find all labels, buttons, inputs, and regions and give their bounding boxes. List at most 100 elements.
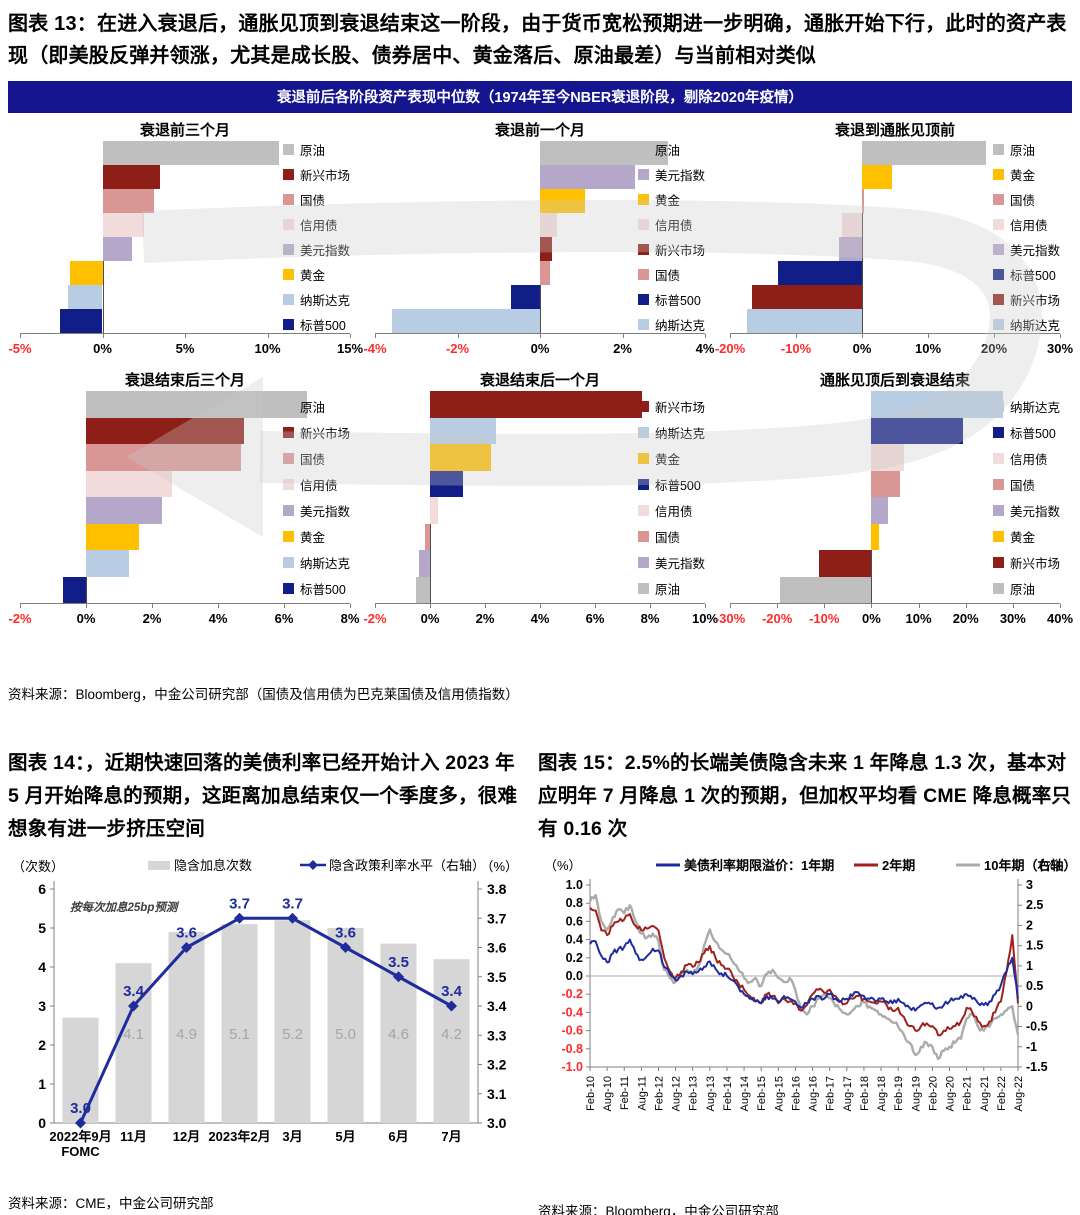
bar-data-label: 4.9	[176, 1026, 197, 1043]
plot-area: 原油 美元指数 黄金 信用债 新兴市场 国债 标普500 纳斯达克	[375, 141, 705, 334]
x-date-label: Feb-16	[790, 1076, 802, 1111]
legend-swatch	[282, 556, 294, 568]
fig13-banner: 衰退前后各阶段资产表现中位数（1974年至今NBER衰退阶段，剔除2020年疫情…	[8, 81, 1072, 113]
tick-label: 3.0	[487, 1115, 507, 1131]
tick-label: 1.0	[566, 878, 583, 892]
line-marker	[234, 913, 245, 924]
bar	[221, 924, 258, 1124]
axis-tick-label: 30%	[999, 611, 1026, 626]
chart-pre3m: 衰退前三个月 原油 新兴市场 国债 信用债 美元指数 黄金 纳斯达克 标普500 -5% 0% 5% 1…	[8, 115, 364, 365]
legend-swatch	[992, 556, 1004, 568]
line-data-label: 3.5	[388, 954, 409, 971]
axis-tick-label: 6%	[274, 611, 294, 626]
legend-label: 信用债	[299, 219, 338, 233]
bar	[102, 141, 280, 165]
legend-swatch	[637, 294, 649, 305]
axis-tick	[918, 604, 920, 608]
axis-tick-label: 40%	[1046, 611, 1074, 626]
legend-swatch	[282, 319, 294, 330]
line-marker	[181, 942, 192, 954]
legend-label: 新兴市场	[299, 169, 350, 183]
axis-tick-label: 30%	[1046, 341, 1074, 356]
line-data-label: 3.7	[229, 896, 250, 913]
legend-swatch	[992, 530, 1004, 542]
axis-tick-label: 0%	[420, 611, 440, 626]
legend-item: 纳斯达克	[637, 419, 705, 445]
bar	[86, 417, 245, 444]
legend-label: 美元指数	[654, 556, 705, 571]
legend-label: 国债	[1009, 194, 1035, 208]
legend-item: 国债	[282, 187, 350, 212]
tick-label: -1.5	[1026, 1060, 1048, 1074]
legend-item: 原油	[637, 137, 705, 162]
legend-label: 原油	[654, 144, 680, 158]
legend-item: 信用债	[992, 212, 1060, 237]
legend-label: 新兴市场	[654, 400, 705, 415]
tick-label: 3.6	[487, 940, 507, 956]
legend-label: 纳斯达克	[1009, 400, 1060, 415]
axis-tick-label: 0%	[76, 611, 96, 626]
legend-item: 原油	[637, 575, 705, 601]
bar	[871, 470, 901, 497]
bar	[86, 550, 129, 577]
axis-tick	[928, 334, 929, 338]
x-date-label: Aug-15	[773, 1076, 785, 1111]
plot-area: 原油 黄金 国债 信用债 美元指数 标普500 新兴市场 纳斯达克	[730, 141, 1060, 334]
legend-item: 标普500	[637, 471, 705, 497]
bar	[419, 550, 430, 577]
bar	[430, 417, 496, 444]
legend-item: 原油	[282, 393, 350, 419]
axis-tick	[430, 604, 431, 608]
axis-tick	[457, 334, 459, 338]
bar	[777, 261, 862, 285]
legend-label: 国债	[1009, 478, 1035, 493]
legend-item: 新兴市场	[992, 287, 1060, 312]
tick-label: 2	[38, 1037, 46, 1053]
x-date-label: Feb-12	[653, 1076, 665, 1111]
fig14-chart: 隐含加息次数 隐含政策利率水平（右轴） （次数） （%） 0 1 2 3 4 5 6 3.0 3.1 3.…	[8, 853, 522, 1190]
chart-post3m: 衰退结束后三个月 原油 新兴市场 国债 信用债 美元指数 黄金 纳斯达克 标普500 -2% 0% 2…	[8, 365, 362, 657]
tick-label: 1	[38, 1076, 46, 1092]
tick-label: 2	[1026, 919, 1033, 933]
chart-title: 衰退结束后三个月	[124, 372, 245, 389]
bar	[540, 213, 557, 237]
bar	[102, 189, 154, 213]
legend-swatch	[637, 244, 649, 255]
axis-tick-label: 10%	[691, 611, 719, 626]
axis-tick	[152, 604, 153, 608]
bar	[67, 285, 103, 309]
legend-item: 美元指数	[282, 497, 350, 523]
axis-tick-label: 15%	[336, 341, 364, 356]
bar	[540, 261, 551, 285]
x-axis: -20% -10% 0% 10% 20% 30%	[715, 334, 1073, 360]
bar	[327, 928, 364, 1124]
legend-swatch	[637, 169, 649, 180]
line-data-label: 3.4	[123, 983, 145, 1000]
legend-item: 国债	[992, 187, 1060, 212]
axis-tick-label: -20%	[714, 341, 746, 356]
tick-label: 6	[38, 881, 46, 897]
legend-marker	[308, 860, 318, 871]
x-date-label: Aug-17	[842, 1076, 854, 1111]
legend-item: 标普500	[992, 262, 1060, 287]
axis-tick	[540, 604, 541, 608]
fig15-column: 图表 15：2.5%的长端美债隐含未来 1 年降息 1.3 次，基本对应明年 7…	[538, 747, 1076, 1215]
bar-data-label: 5.0	[335, 1026, 356, 1043]
legend-swatch	[992, 452, 1004, 464]
legend-label: 国债	[299, 194, 325, 208]
x-axis: -30% -20% -10% 0% 10% 20% 30% 40%	[715, 604, 1073, 630]
legend-label: 黄金	[654, 194, 680, 208]
legend-swatch	[992, 269, 1004, 280]
tick-label: 1	[1026, 959, 1033, 973]
legend-swatch	[282, 504, 294, 516]
legend-item: 黄金	[637, 445, 705, 471]
legend-swatch	[637, 319, 649, 330]
x-date-label: Feb-14	[722, 1076, 734, 1111]
legend-item: 新兴市场	[282, 162, 350, 187]
legend-label: 信用债	[654, 219, 693, 233]
chart-pre1m: 衰退前一个月 原油 美元指数 黄金 信用债 新兴市场 国债 标普500 纳斯达克 -4% -2% 0%…	[363, 115, 717, 365]
legend-label: 新兴市场	[1009, 556, 1060, 571]
legend-label: 新兴市场	[1009, 294, 1060, 308]
legend-swatch	[992, 294, 1004, 305]
legend-item: 纳斯达克	[282, 287, 350, 312]
